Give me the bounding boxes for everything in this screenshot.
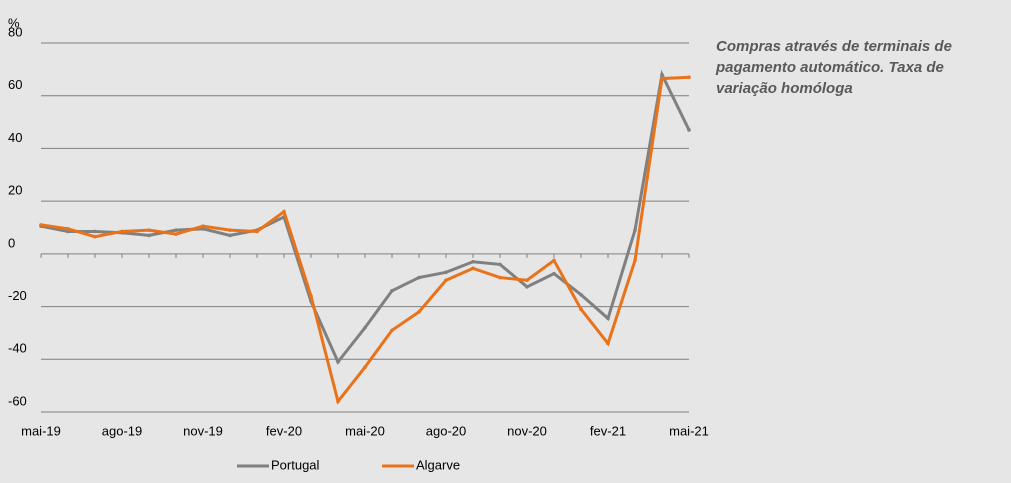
y-tick-label: -60 — [8, 393, 27, 408]
point — [390, 328, 394, 333]
point — [471, 266, 475, 271]
y-tick-label: 0 — [8, 235, 15, 250]
point — [606, 341, 610, 346]
point — [363, 365, 367, 369]
point — [147, 228, 151, 232]
point — [552, 271, 556, 276]
x-tick-label: mai-19 — [21, 423, 61, 438]
point — [471, 259, 475, 264]
point — [444, 278, 448, 283]
point — [633, 258, 637, 263]
point — [174, 228, 178, 232]
point — [552, 258, 556, 263]
point — [255, 229, 259, 234]
y-tick-label: 40 — [8, 130, 22, 145]
point — [579, 292, 583, 297]
y-tick-label: 60 — [8, 77, 22, 92]
point — [687, 128, 691, 132]
series-line — [40, 69, 691, 365]
point — [444, 270, 448, 275]
point — [120, 229, 124, 234]
point — [498, 275, 502, 280]
point — [309, 294, 313, 298]
legend-label: Portugal — [271, 457, 320, 472]
point — [66, 227, 70, 231]
y-tick-label: -40 — [8, 341, 27, 356]
point — [201, 224, 205, 228]
point — [417, 310, 421, 314]
point — [39, 223, 43, 227]
point — [660, 76, 664, 81]
point — [525, 285, 529, 289]
x-tick-label: ago-20 — [426, 423, 466, 438]
chart-title: Compras através de terminais de pagament… — [716, 38, 952, 97]
x-tick-label: mai-20 — [345, 423, 385, 438]
point — [93, 234, 97, 239]
y-axis-label: % — [8, 15, 20, 30]
point — [336, 360, 340, 364]
x-tick-label: ago-19 — [102, 423, 142, 438]
point — [174, 232, 178, 236]
x-tick-label: nov-20 — [507, 423, 547, 438]
point — [93, 229, 97, 234]
point — [228, 228, 232, 232]
x-tick-label: fev-20 — [266, 423, 302, 438]
point — [687, 75, 691, 80]
y-tick-label: 80 — [8, 24, 22, 39]
x-tick-label: fev-21 — [590, 423, 626, 438]
point — [525, 278, 529, 283]
point — [633, 228, 637, 232]
point — [606, 316, 610, 321]
y-tick-label: -20 — [8, 288, 27, 303]
point — [390, 288, 394, 293]
point — [363, 325, 367, 330]
point — [147, 233, 151, 238]
y-tick-label: 20 — [8, 183, 22, 198]
point — [336, 399, 340, 404]
point — [579, 307, 583, 312]
x-tick-label: mai-21 — [669, 423, 709, 438]
x-tick-label: nov-19 — [183, 423, 223, 438]
point — [417, 275, 421, 280]
point — [228, 233, 232, 238]
legend-label: Algarve — [416, 457, 460, 472]
point — [282, 209, 286, 214]
point — [498, 262, 502, 267]
series-line — [40, 75, 690, 405]
point — [660, 72, 664, 77]
